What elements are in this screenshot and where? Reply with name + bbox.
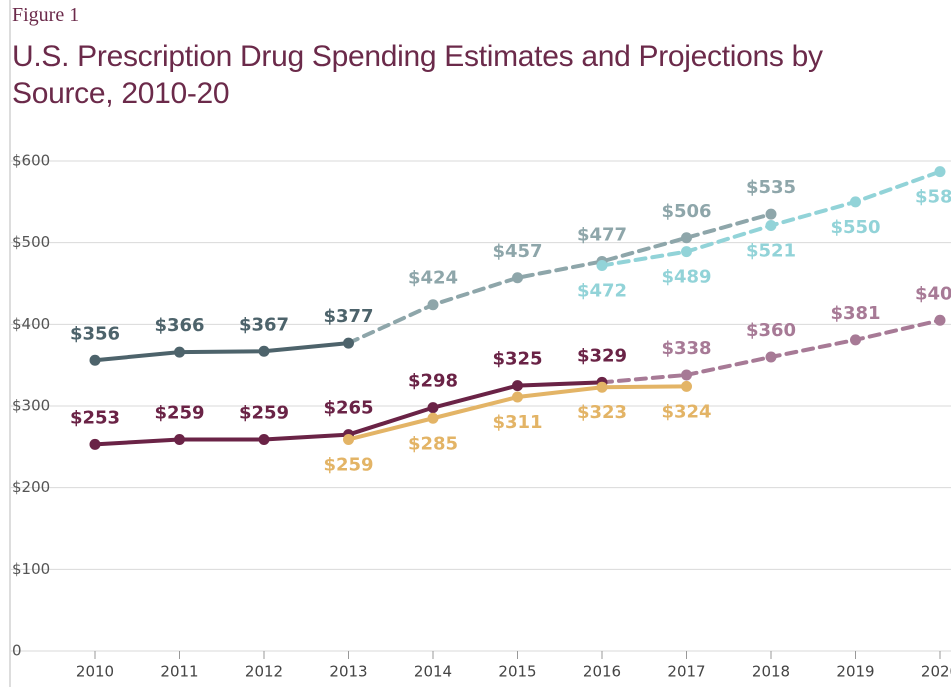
x-tick-label: 2011: [160, 663, 198, 681]
data-label: $405: [915, 283, 951, 304]
point: [850, 334, 861, 346]
data-label: $360: [746, 320, 796, 341]
data-label: $472: [577, 281, 627, 302]
data-label: $298: [408, 371, 458, 392]
data-label: $424: [408, 268, 458, 289]
x-tick-label: 2012: [245, 663, 283, 681]
point: [765, 351, 777, 363]
point: [681, 232, 692, 244]
x-tick-label: 2016: [583, 663, 621, 681]
point: [427, 402, 439, 414]
data-label: $338: [661, 338, 711, 359]
y-tick-label: 0: [12, 642, 22, 660]
point: [681, 380, 692, 392]
y-tick-label: $300: [12, 397, 50, 415]
data-label: $535: [746, 177, 796, 198]
data-label: $377: [323, 306, 373, 327]
point: [596, 260, 608, 272]
data-label: $477: [577, 224, 627, 245]
point: [681, 246, 692, 258]
data-label: $366: [154, 315, 204, 336]
point: [512, 391, 523, 403]
y-tick-label: $600: [12, 152, 50, 170]
point: [174, 346, 185, 358]
data-label: $259: [154, 402, 204, 423]
y-tick-label: $400: [12, 315, 50, 333]
data-label: $325: [492, 349, 542, 370]
x-tick-label: 2010: [76, 663, 114, 681]
point: [765, 220, 777, 232]
point: [343, 337, 354, 349]
point: [512, 272, 523, 284]
x-tick-label: 2017: [667, 663, 705, 681]
estimate-line: [93, 341, 351, 363]
x-tick-label: 2015: [498, 663, 536, 681]
data-label: $259: [323, 454, 373, 475]
figure-label: Figure 1: [12, 4, 80, 26]
point: [765, 208, 777, 220]
data-label: $381: [830, 303, 880, 324]
point: [343, 433, 354, 445]
point: [258, 345, 270, 357]
data-label: $521: [746, 241, 796, 262]
point: [934, 314, 946, 326]
data-label: $324: [661, 401, 711, 422]
y-tick-label: $100: [12, 560, 50, 578]
data-label: $367: [239, 314, 289, 335]
data-label: $285: [408, 433, 458, 454]
point: [850, 196, 861, 208]
data-label: $253: [70, 407, 120, 428]
point: [89, 354, 101, 366]
x-tick-label: 2019: [836, 663, 874, 681]
x-tick-label: 2014: [414, 663, 452, 681]
x-tick-label: 2013: [329, 663, 367, 681]
point: [258, 433, 270, 445]
x-tick-label: 2020: [921, 663, 951, 681]
projection-line: [346, 212, 773, 346]
data-label: $506: [661, 201, 711, 222]
point: [427, 412, 439, 424]
data-label: $550: [830, 217, 880, 238]
point: [89, 438, 101, 450]
data-label: $323: [577, 402, 627, 423]
x-tick-label: 2018: [752, 663, 790, 681]
data-label: $457: [492, 241, 542, 262]
point: [934, 166, 946, 178]
data-label: $356: [70, 323, 120, 344]
data-label: $259: [239, 402, 289, 423]
point: [681, 369, 692, 381]
data-label: $265: [323, 398, 373, 419]
point: [427, 299, 439, 311]
data-label: $329: [577, 345, 627, 366]
point: [174, 433, 185, 445]
point: [512, 380, 523, 392]
data-label: $587: [915, 187, 951, 208]
point: [596, 381, 608, 393]
chart-title: U.S. Prescription Drug Spending Estimate…: [12, 40, 823, 110]
y-tick-label: $500: [12, 233, 50, 251]
y-tick-label: $200: [12, 478, 50, 496]
data-label: $311: [492, 412, 542, 433]
data-label: $489: [661, 267, 711, 288]
